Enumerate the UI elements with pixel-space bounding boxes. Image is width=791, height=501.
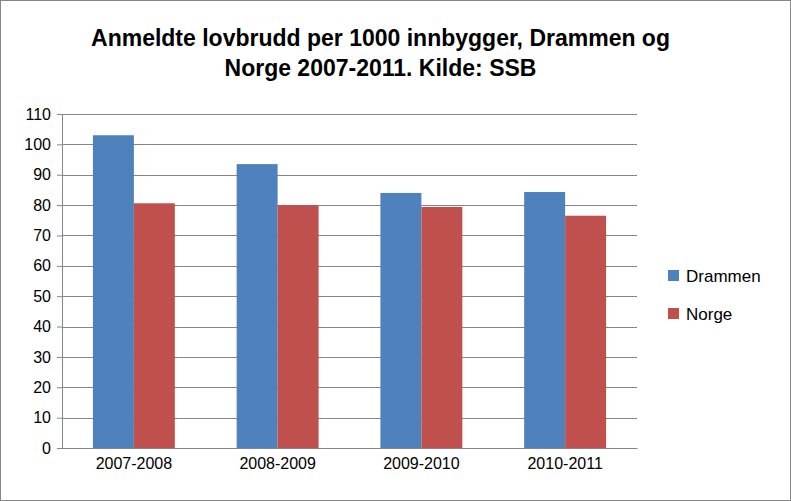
y-tick-mark [57,448,62,449]
chart-frame [1,1,791,501]
y-tick-label: 70 [33,227,51,244]
bar [380,193,421,448]
y-axis: 0 10 20 30 40 50 60 70 80 90 100 110 [24,106,62,457]
y-tick-mark [57,418,62,419]
title-line: Anmeldte lovbrudd per 1000 innbygger, Dr… [91,25,670,51]
y-tick-label: 60 [33,257,51,274]
y-tick-label: 110 [25,106,51,123]
y-tick-mark [57,114,62,115]
y-tick: 0 [42,440,62,457]
y-tick-mark [57,144,62,145]
grid [62,115,637,449]
bar [524,192,565,448]
x-axis-line [63,448,638,449]
x-tick-label: 2008-2009 [239,455,316,472]
y-tick-label: 10 [33,409,51,426]
bar [565,216,606,448]
bar [134,203,175,448]
y-tick-label: 30 [33,349,51,366]
legend-label: Drammen [686,267,761,286]
bar [278,205,319,448]
x-tick: 2007-2008 [96,455,173,472]
chart: Anmeldte lovbrudd per 1000 innbygger, Dr… [0,0,791,501]
bar [93,135,134,448]
y-tick: 30 [33,349,62,366]
title-line: Norge 2007-2011. Kilde: SSB [225,55,537,81]
legend-swatch [668,308,679,319]
y-tick-label: 40 [33,318,51,335]
legend-label: Norge [686,305,732,324]
legend-swatch [668,270,679,281]
y-tick-label: 50 [33,288,51,305]
y-tick: 20 [33,379,62,396]
y-tick: 110 [25,106,62,123]
y-tick-mark [57,357,62,358]
y-tick-mark [57,235,62,236]
y-tick-label: 80 [33,197,51,214]
bar [421,207,462,448]
y-tick: 80 [33,197,62,214]
x-tick: 2010-2011 [527,455,602,472]
x-tick: 2009-2010 [383,455,460,472]
y-tick-label: 90 [33,166,51,183]
x-tick-label: 2007-2008 [96,455,173,472]
title: Anmeldte lovbrudd per 1000 innbygger, Dr… [91,25,670,81]
x-tick-label: 2010-2011 [527,455,602,472]
x-tick-label: 2009-2010 [383,455,460,472]
y-tick-label: 20 [33,379,51,396]
y-tick-mark [57,266,62,267]
plot: 0 10 20 30 40 50 60 70 80 90 100 110 2007-2008 2008-2… [24,106,637,473]
grid-line [62,114,637,115]
y-tick: 100 [24,136,62,153]
y-tick: 50 [33,288,62,305]
y-tick: 70 [33,227,62,244]
y-tick-mark [57,205,62,206]
x-axis: 2007-2008 2008-2009 2009-2010 2010-2011 [63,449,638,473]
y-tick: 60 [33,257,62,274]
y-tick-mark [57,327,62,328]
grid-line [62,175,637,176]
y-tick-mark [57,175,62,176]
x-tick: 2008-2009 [239,455,316,472]
bars [93,135,606,448]
grid-line [62,448,637,449]
y-tick: 10 [33,409,62,426]
y-axis-line [57,115,63,449]
grid-line [62,144,637,145]
y-tick: 40 [33,318,62,335]
y-tick-label: 100 [24,136,51,153]
y-tick: 90 [33,166,62,183]
legend: Drammen Norge [668,267,761,324]
y-tick-mark [57,387,62,388]
y-tick-label: 0 [42,440,51,457]
bar [237,164,278,448]
y-tick-mark [57,296,62,297]
